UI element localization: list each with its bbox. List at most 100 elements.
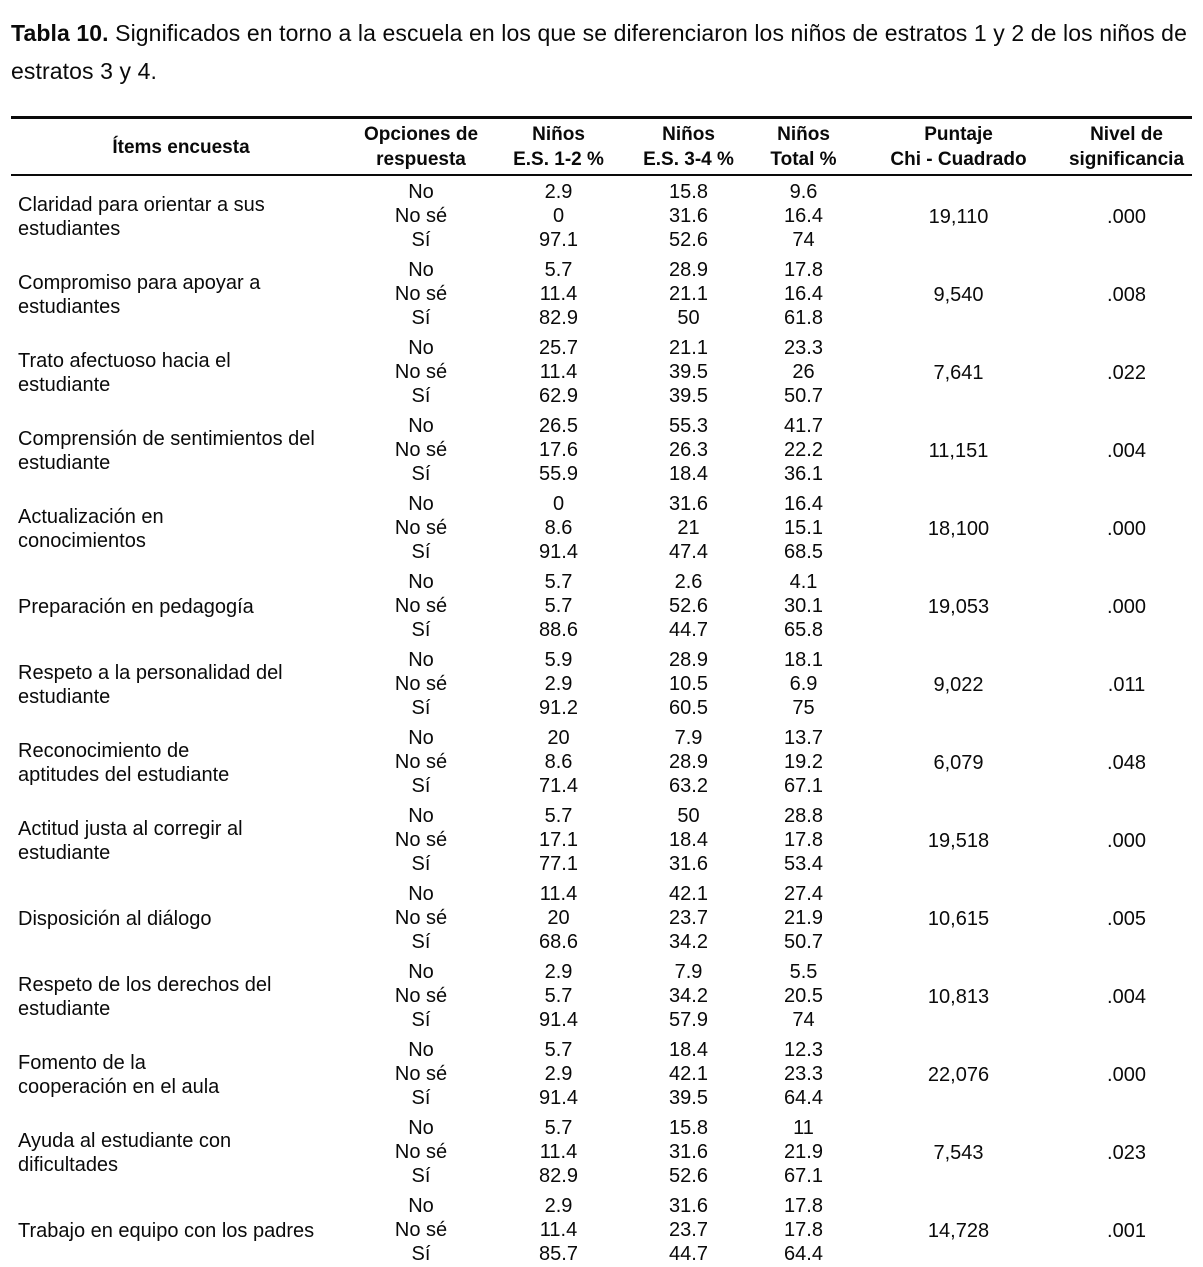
- value-cell: 55.9: [539, 463, 578, 485]
- sig-cell: .001: [1107, 1220, 1146, 1242]
- value-cell: 67.1: [784, 1165, 823, 1187]
- chi-cell: 7,543: [933, 1142, 984, 1164]
- sig-cell: .023: [1107, 1142, 1146, 1164]
- option-cell: No: [408, 181, 434, 203]
- table-row: Respeto de los derechos del estudiante No…: [11, 956, 1192, 1020]
- table-row: Respeto a la personalidad del estudiante…: [11, 644, 1192, 708]
- table-row: Sí 62.9 39.5 50.7: [11, 384, 1192, 410]
- item-cell: Comprensión de sentimientos del estudian…: [18, 428, 315, 474]
- value-cell: 18.4: [669, 1039, 708, 1061]
- value-cell: 5.7: [544, 805, 573, 827]
- option-cell: No sé: [394, 517, 448, 539]
- value-cell: 11.4: [539, 361, 578, 383]
- results-table: Ítems encuesta Opciones de respuesta Niñ…: [11, 116, 1192, 1267]
- table-row: No sé 5.7 52.6 30.1: [11, 594, 1192, 618]
- option-cell: No sé: [394, 205, 448, 227]
- value-cell: 23.3: [784, 337, 823, 359]
- chi-cell: 10,615: [927, 908, 990, 930]
- table-row: No sé 17.6 26.3 22.2: [11, 438, 1192, 462]
- value-cell: 65.8: [784, 619, 823, 641]
- sig-cell: .000: [1107, 206, 1146, 228]
- value-cell: 5.5: [789, 961, 818, 983]
- option-cell: Sí: [411, 463, 431, 485]
- table-row: Sí 71.4 63.2 67.1: [11, 774, 1192, 800]
- item-cell: Actitud justa al corregir al estudiante: [18, 818, 243, 864]
- value-cell: 9.6: [789, 181, 818, 203]
- value-cell: 7.9: [674, 727, 703, 749]
- column-header-ninos-es12: Niños E.S. 1-2 %: [491, 117, 626, 176]
- value-cell: 55.3: [669, 415, 708, 437]
- value-cell: 11: [793, 1117, 814, 1139]
- value-cell: 71.4: [539, 775, 578, 797]
- item-cell: Trabajo en equipo con los padres: [18, 1220, 315, 1242]
- table-row: No sé 2.9 10.5 6.9: [11, 672, 1192, 696]
- value-cell: 21.9: [784, 1141, 823, 1163]
- sig-cell: .004: [1107, 440, 1146, 462]
- value-cell: 16.4: [784, 493, 823, 515]
- option-cell: Sí: [411, 1009, 431, 1031]
- value-cell: 5.7: [544, 595, 573, 617]
- table-row: Comprensión de sentimientos del estudian…: [11, 410, 1192, 474]
- option-cell: Sí: [411, 853, 431, 875]
- value-cell: 11.4: [539, 1141, 578, 1163]
- value-cell: 26.5: [539, 415, 578, 437]
- item-cell: Respeto de los derechos del estudiante: [18, 974, 272, 1020]
- value-cell: 2.9: [544, 1063, 573, 1085]
- value-cell: 57.9: [669, 1009, 708, 1031]
- value-cell: 18.4: [669, 829, 708, 851]
- option-cell: No sé: [394, 751, 448, 773]
- table-caption-label: Tabla 10.: [11, 20, 109, 46]
- sig-cell: .011: [1107, 674, 1146, 696]
- table-header: Ítems encuesta Opciones de respuesta Niñ…: [11, 117, 1192, 176]
- value-cell: 26.3: [669, 439, 708, 461]
- value-cell: 8.6: [544, 751, 573, 773]
- value-cell: 17.8: [784, 259, 823, 281]
- value-cell: 19.2: [784, 751, 823, 773]
- value-cell: 17.8: [784, 829, 823, 851]
- value-cell: 97.1: [539, 229, 578, 251]
- column-header-opciones: Opciones de respuesta: [351, 117, 491, 176]
- value-cell: 62.9: [539, 385, 578, 407]
- value-cell: 5.7: [544, 571, 573, 593]
- option-cell: No sé: [394, 829, 448, 851]
- value-cell: 64.4: [784, 1243, 823, 1265]
- option-cell: No: [408, 805, 434, 827]
- value-cell: 4.1: [789, 571, 818, 593]
- value-cell: 30.1: [784, 595, 823, 617]
- table-row: Ayuda al estudiante con dificultades No 5.…: [11, 1112, 1192, 1176]
- option-cell: Sí: [411, 775, 431, 797]
- table-row: Fomento de la cooperación en el aula No 5.…: [11, 1034, 1192, 1098]
- value-cell: 91.4: [539, 1009, 578, 1031]
- value-cell: 36.1: [784, 463, 823, 485]
- value-cell: 26: [792, 361, 815, 383]
- table-row: No sé 11.4 21.1 16.4: [11, 282, 1192, 306]
- option-cell: No: [408, 259, 434, 281]
- option-cell: Sí: [411, 229, 431, 251]
- value-cell: 91.2: [539, 697, 578, 719]
- column-header-items: Ítems encuesta: [11, 117, 351, 176]
- table-row: Sí 91.4 57.9 74: [11, 1008, 1192, 1034]
- table-row: Actualización en conocimientos No 0 31.6 16.…: [11, 488, 1192, 552]
- option-cell: No sé: [394, 1141, 448, 1163]
- option-cell: Sí: [411, 1243, 431, 1265]
- column-header-chi-cuadrado: Puntaje Chi - Cuadrado: [856, 117, 1061, 176]
- option-cell: No: [408, 337, 434, 359]
- table-row: Sí 91.4 39.5 64.4: [11, 1086, 1192, 1112]
- table-row: No sé 0 31.6 16.4: [11, 204, 1192, 228]
- value-cell: 53.4: [784, 853, 823, 875]
- option-cell: Sí: [411, 619, 431, 641]
- value-cell: 10.5: [669, 673, 708, 695]
- value-cell: 5.7: [544, 985, 573, 1007]
- value-cell: 12.3: [784, 1039, 823, 1061]
- value-cell: 16.4: [784, 205, 823, 227]
- sig-cell: .048: [1107, 752, 1146, 774]
- value-cell: 68.6: [539, 931, 578, 953]
- table-row: No sé 5.7 34.2 20.5: [11, 984, 1192, 1008]
- value-cell: 11.4: [539, 283, 578, 305]
- table-row: Sí 55.9 18.4 36.1: [11, 462, 1192, 488]
- table-row: Sí 97.1 52.6 74: [11, 228, 1192, 254]
- value-cell: 0: [552, 493, 565, 515]
- value-cell: 47.4: [669, 541, 708, 563]
- table-row: Claridad para orientar a sus estudiantes…: [11, 175, 1192, 240]
- table-row: No sé 8.6 28.9 19.2: [11, 750, 1192, 774]
